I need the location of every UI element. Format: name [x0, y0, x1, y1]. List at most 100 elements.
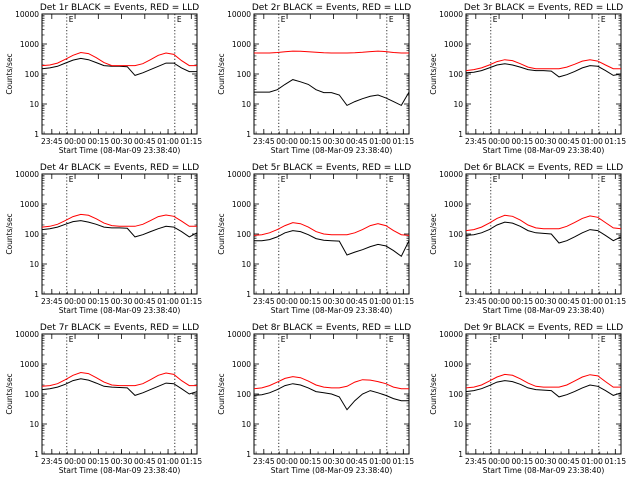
panel-1-xtick-label: 00:00 [64, 137, 86, 146]
panel-8-ylabel: Counts/sec [217, 373, 226, 414]
panel-6-ytick-label: 10 [453, 260, 463, 269]
panel-2-xtick-label: 23:45 [253, 137, 275, 146]
panel-9-ytick-label: 1000 [444, 360, 463, 369]
panel-3-ytick-label: 10000 [439, 10, 463, 19]
panel-6-lld-line [465, 214, 622, 232]
panel-9-title: Det 9r BLACK = Events, RED = LLD [464, 323, 623, 333]
panel-5-marker-label: E [389, 175, 394, 184]
panel-5-lld-line [253, 222, 410, 236]
panel-8-ytick-label: 1000 [232, 360, 251, 369]
panel-9-lld-line [465, 373, 621, 389]
panel-9-xtick-label: 01:00 [581, 457, 603, 466]
panel-5-xtick-label: 00:30 [323, 297, 345, 306]
panel-8-marker-label: E [389, 335, 394, 344]
panel-5-frame [253, 173, 410, 295]
panel-2-xtick-label: 00:15 [299, 137, 321, 146]
panel-8-xtick-label: 00:15 [299, 457, 321, 466]
panel-7-frame [41, 333, 198, 455]
panel-8-xtick-label: 00:00 [276, 457, 298, 466]
panel-6-xtick-label: 00:45 [558, 297, 580, 306]
panel-4-marker-label: E [177, 175, 182, 184]
panel-4-xtick-label: 00:00 [64, 297, 86, 306]
panel-9-xtick-label: 01:15 [604, 457, 626, 466]
panel-1-xlabel: Start Time (08-Mar-09 23:38:40) [59, 146, 181, 155]
panel-3-xtick-label: 01:15 [604, 137, 626, 146]
panel-4-xlabel: Start Time (08-Mar-09 23:38:40) [59, 306, 181, 315]
panel-4-ytick-label: 1 [34, 290, 39, 299]
panel-3-marker-label: E [493, 15, 498, 24]
panel-4-xtick-label: 00:30 [111, 297, 133, 306]
panel-7-xtick-label: 00:15 [87, 457, 109, 466]
panel-2-events-line [254, 79, 410, 107]
panel-7-ytick-label: 10 [29, 420, 39, 429]
panel-9-ylabel: Counts/sec [429, 373, 438, 414]
panel-5-xtick-label: 00:15 [299, 297, 321, 306]
panel-7-xtick-label: 00:45 [134, 457, 156, 466]
panel-9-ytick-label: 10000 [439, 330, 463, 339]
panel-6-ytick-label: 1000 [444, 200, 463, 209]
panel-8-lld-line [253, 376, 409, 390]
panel-1-frame [41, 13, 198, 135]
panel-6-events-line [465, 221, 622, 244]
panel-7-lld-line [41, 371, 197, 387]
panel-2-ylabel: Counts/sec [217, 53, 226, 94]
panel-6-ytick-label: 100 [449, 230, 464, 239]
panel-5-xtick-label: 01:00 [369, 297, 391, 306]
panel-7-xtick-label: 00:00 [64, 457, 86, 466]
panel-2-ytick-label: 10 [241, 100, 251, 109]
panel-4-xtick-label: 00:15 [87, 297, 109, 306]
panel-1-title: Det 1r BLACK = Events, RED = LLD [40, 3, 199, 13]
panel-2-xtick-label: 01:15 [392, 137, 414, 146]
panel-3-ytick-label: 10 [453, 100, 463, 109]
panel-1-ytick-label: 10 [29, 100, 39, 109]
panel-5-marker-label: E [281, 175, 286, 184]
panel-5-xtick-label: 00:45 [346, 297, 368, 306]
panel-2-marker-label: E [281, 15, 286, 24]
panel-6-xtick-label: 01:00 [581, 297, 603, 306]
panel-3-ytick-label: 1 [458, 130, 463, 139]
panel-2-frame [253, 13, 410, 135]
panel-3-lld-line [465, 59, 621, 72]
panel-1-xtick-label: 01:15 [180, 137, 202, 146]
panel-8-ytick-label: 100 [237, 390, 252, 399]
panel-8-xtick-label: 01:15 [392, 457, 414, 466]
panel-7-marker-label: E [177, 335, 182, 344]
panel-1-xtick-label: 23:45 [41, 137, 63, 146]
panel-2-ytick-label: 10000 [227, 10, 251, 19]
panel-7-xtick-label: 00:30 [111, 457, 133, 466]
panel-1-ytick-label: 10000 [15, 10, 39, 19]
panel-2-marker-label: E [389, 15, 394, 24]
panel-5-xlabel: Start Time (08-Mar-09 23:38:40) [271, 306, 393, 315]
panel-2-ytick-label: 100 [237, 70, 252, 79]
panel-2-ytick-label: 1000 [232, 40, 251, 49]
panel-4-ytick-label: 10 [29, 260, 39, 269]
panel-2-xtick-label: 00:30 [323, 137, 345, 146]
panel-5-events-line [254, 230, 410, 258]
panel-6-xlabel: Start Time (08-Mar-09 23:38:40) [483, 306, 605, 315]
panel-1-xtick-label: 00:30 [111, 137, 133, 146]
panel-6-frame [465, 173, 622, 295]
panel-9-frame [465, 333, 622, 455]
panel-3-ylabel: Counts/sec [429, 53, 438, 94]
panel-6-ytick-label: 1 [458, 290, 463, 299]
panel-9-xlabel: Start Time (08-Mar-09 23:38:40) [483, 466, 605, 475]
panel-8-xtick-label: 23:45 [253, 457, 275, 466]
panel-8-xtick-label: 00:45 [346, 457, 368, 466]
panel-8-ytick-label: 1 [246, 450, 251, 459]
panel-4-frame [41, 173, 198, 295]
panel-9-ytick-label: 10 [453, 420, 463, 429]
panel-9-marker-label: E [493, 335, 498, 344]
panel-2-title: Det 2r BLACK = Events, RED = LLD [252, 3, 411, 13]
panel-8-ytick-label: 10000 [227, 330, 251, 339]
panel-3-xtick-label: 23:45 [465, 137, 487, 146]
panel-4-ytick-label: 10000 [15, 170, 39, 179]
panel-1-lld-line [41, 51, 197, 67]
panel-7-xtick-label: 23:45 [41, 457, 63, 466]
panel-3-events-line [465, 63, 622, 78]
panel-1-ytick-label: 1 [34, 130, 39, 139]
panel-4-events-line [41, 220, 198, 238]
panel-1-marker-label: E [177, 15, 182, 24]
panel-6-xtick-label: 01:15 [604, 297, 626, 306]
panel-4-title: Det 4r BLACK = Events, RED = LLD [40, 163, 199, 173]
